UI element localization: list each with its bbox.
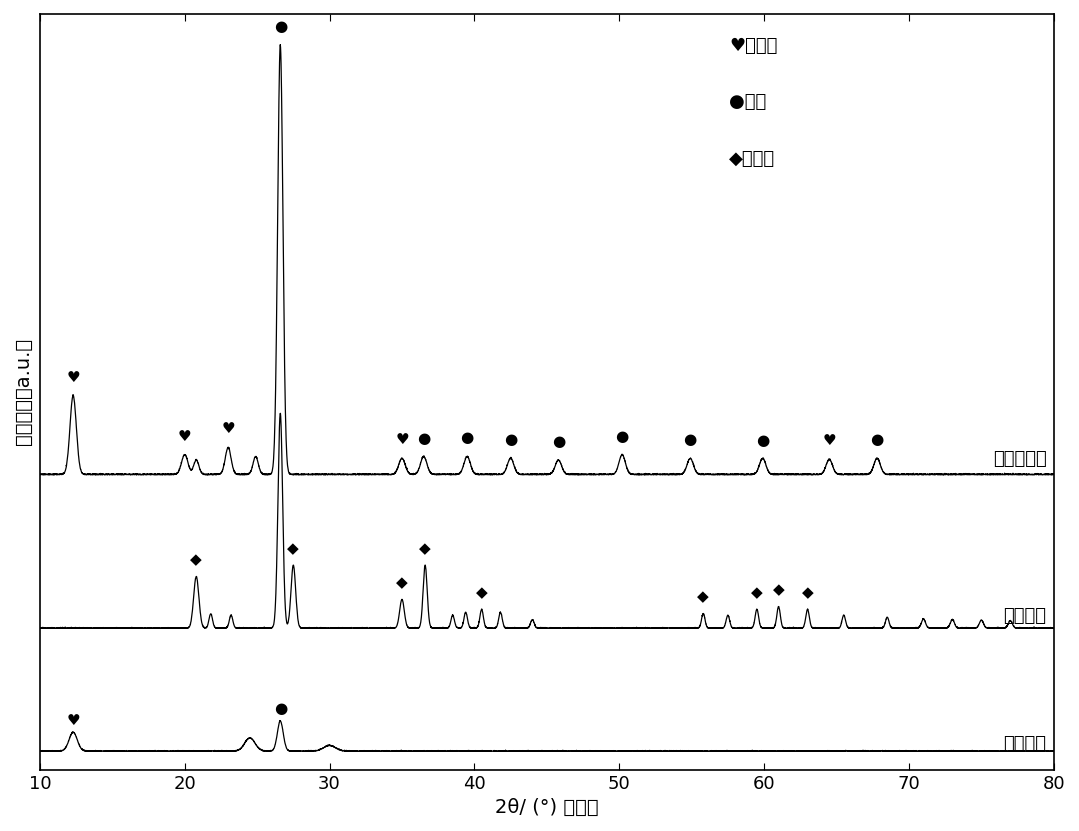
Text: ●: ● <box>274 701 287 716</box>
Text: ◆: ◆ <box>751 585 763 600</box>
Text: 原料煤矸石: 原料煤矸石 <box>993 450 1047 469</box>
Text: ♥高岭石: ♥高岭石 <box>729 37 778 55</box>
Text: ♥: ♥ <box>178 429 191 444</box>
Text: ●: ● <box>615 429 629 444</box>
Y-axis label: 相对强度（a.u.）: 相对强度（a.u.） <box>14 338 32 445</box>
Text: ●: ● <box>871 432 884 447</box>
Text: ●: ● <box>756 433 769 448</box>
Text: 酸洗残渣: 酸洗残渣 <box>1003 735 1047 753</box>
Text: 活化样品: 活化样品 <box>1003 607 1047 625</box>
Text: ●石英: ●石英 <box>729 93 766 111</box>
Text: ◆: ◆ <box>420 541 431 556</box>
Text: ◆: ◆ <box>190 552 202 568</box>
Text: ♥: ♥ <box>221 421 235 436</box>
Text: ●: ● <box>504 432 517 447</box>
Text: ◆: ◆ <box>476 586 488 601</box>
Text: ●: ● <box>684 432 697 447</box>
Text: ●: ● <box>418 430 431 445</box>
Text: ●: ● <box>274 18 287 33</box>
Text: ◆: ◆ <box>773 583 784 597</box>
Text: ◆: ◆ <box>287 541 299 556</box>
Text: ♥: ♥ <box>395 432 409 447</box>
X-axis label: 2θ/ (°) 衐射角: 2θ/ (°) 衐射角 <box>495 798 599 817</box>
Text: ●: ● <box>551 434 565 449</box>
Text: ◆: ◆ <box>802 585 814 600</box>
Text: ◆: ◆ <box>396 575 408 590</box>
Text: ◆: ◆ <box>697 589 709 604</box>
Text: ●: ● <box>461 430 474 445</box>
Text: ♥: ♥ <box>66 712 80 727</box>
Text: ♥: ♥ <box>66 370 80 385</box>
Text: ◆钾霞石: ◆钾霞石 <box>729 150 776 168</box>
Text: ♥: ♥ <box>822 433 836 448</box>
